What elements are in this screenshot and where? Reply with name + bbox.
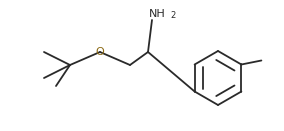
Text: NH: NH bbox=[149, 9, 165, 19]
Text: O: O bbox=[96, 47, 105, 57]
Text: 2: 2 bbox=[170, 11, 175, 20]
